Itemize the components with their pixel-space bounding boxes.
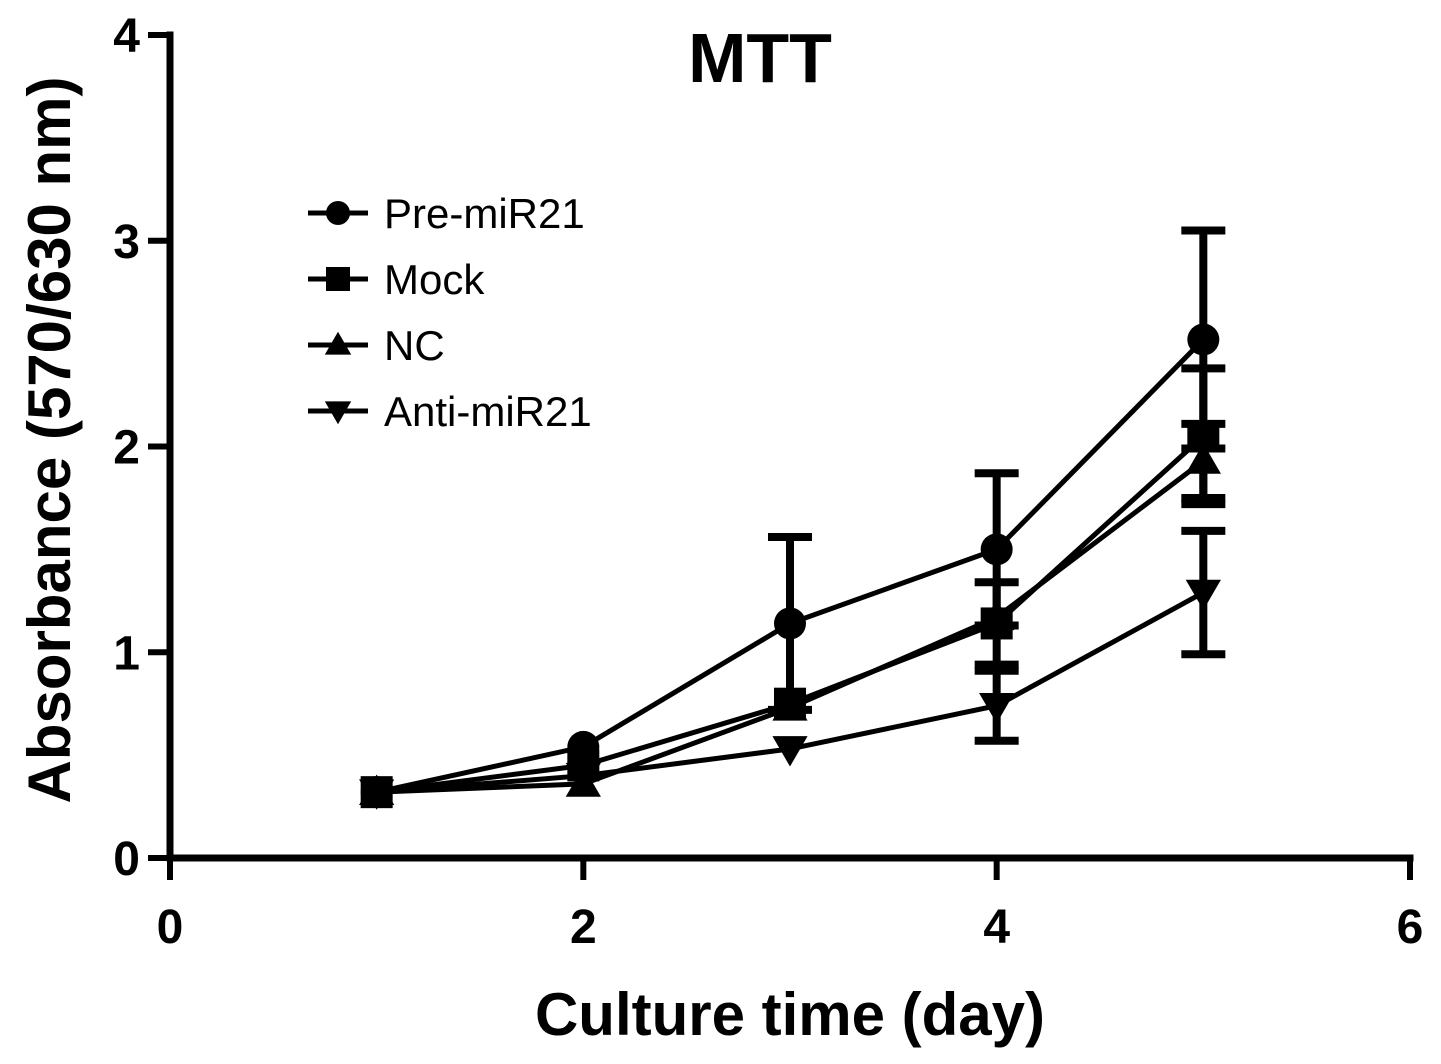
legend-label-mock: Mock [384, 256, 485, 303]
point-pre-mir21 [1187, 323, 1220, 356]
y-tick-label: 1 [113, 627, 140, 680]
point-anti-mir21 [359, 779, 395, 810]
point-anti-mir21 [979, 692, 1015, 724]
series-pre-mir21 [360, 226, 1226, 809]
point-nc [979, 599, 1015, 631]
y-tick-label: 0 [113, 833, 140, 886]
y-axis-title: Absorbance (570/630 nm) [16, 77, 83, 804]
x-tick-label: 2 [570, 901, 597, 954]
point-pre-mir21 [980, 533, 1013, 566]
y-tick-label: 3 [113, 216, 140, 269]
chart-title: MTT [688, 19, 832, 97]
point-anti-mir21 [1185, 579, 1221, 611]
plot-layer: 0 2 4 6 0 1 2 3 4 [113, 10, 1423, 954]
series-anti-mir21 [359, 526, 1226, 810]
legend-marker-nc [324, 331, 352, 355]
legend-marker-pre-mir21 [326, 201, 350, 225]
legend-label-nc: NC [384, 322, 445, 369]
point-anti-mir21 [772, 736, 808, 767]
y-tick-label: 2 [113, 422, 140, 475]
legend-item-pre-mir21: Pre-miR21 [308, 190, 585, 237]
legend-marker-anti-mir21 [324, 401, 352, 425]
x-tick-label: 4 [983, 901, 1010, 954]
legend-item-nc: NC [308, 322, 445, 369]
point-anti-mir21 [565, 762, 601, 794]
point-nc [1185, 443, 1221, 474]
point-nc [772, 690, 808, 721]
legend-label-anti-mir21: Anti-miR21 [384, 388, 592, 435]
legend-item-anti-mir21: Anti-miR21 [308, 388, 592, 435]
x-axis-title: Culture time (day) [535, 981, 1045, 1048]
y-tick-label: 4 [113, 10, 140, 63]
x-tick-label: 0 [157, 901, 184, 954]
point-pre-mir21 [774, 607, 806, 640]
x-tick-label: 6 [1397, 901, 1424, 954]
legend-marker-mock [326, 267, 350, 291]
legend-label-pre-mir21: Pre-miR21 [384, 190, 585, 237]
legend-item-mock: Mock [308, 256, 485, 303]
legend: Pre-miR21 Mock NC Anti-miR21 [308, 190, 592, 435]
